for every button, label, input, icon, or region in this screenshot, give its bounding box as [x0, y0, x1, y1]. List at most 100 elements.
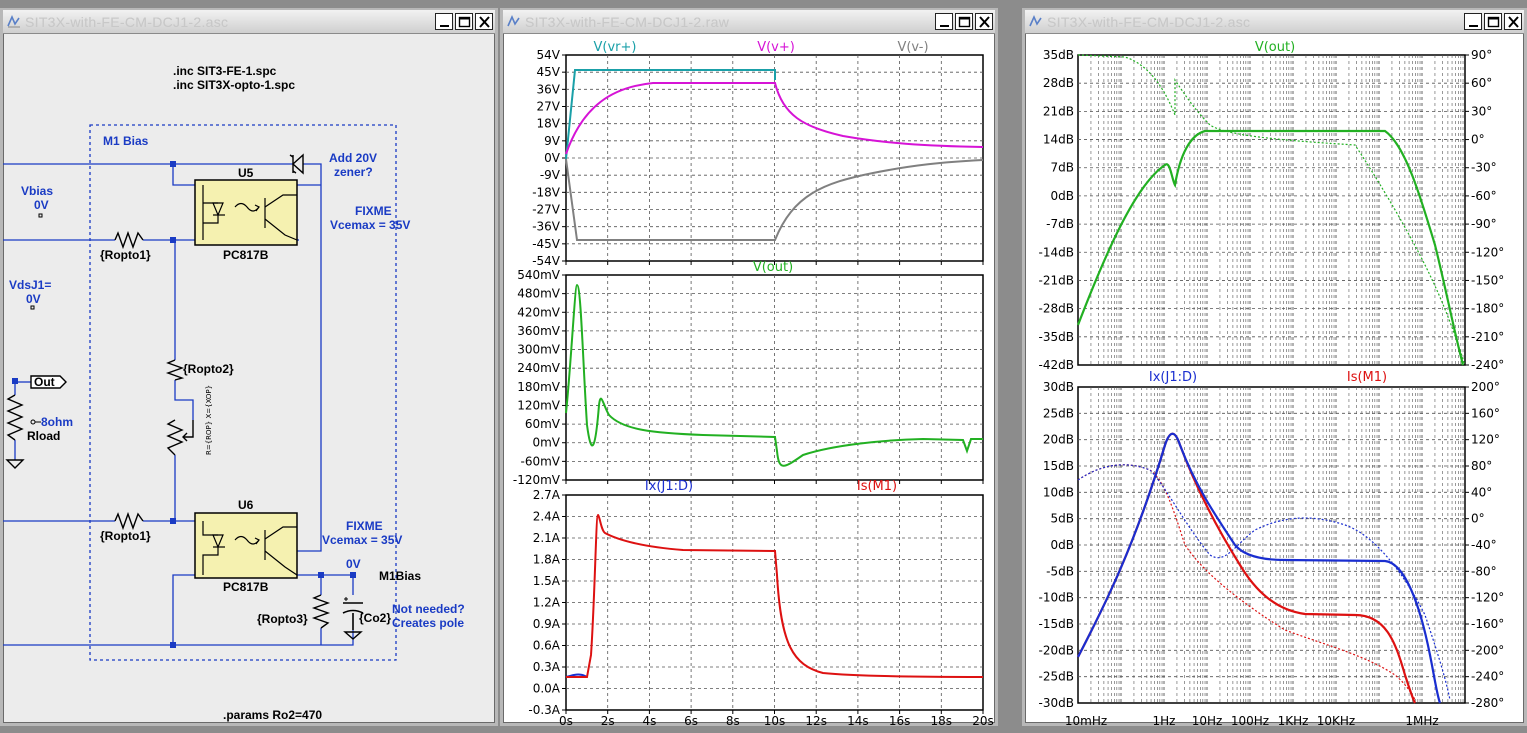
opto-u6[interactable] [194, 512, 298, 579]
zener-diode[interactable] [289, 153, 304, 175]
y-tick-label: -60mV [521, 454, 561, 468]
trace-label-v-plus[interactable]: V(v+) [757, 40, 795, 55]
ropto1-bottom-resistor[interactable] [114, 511, 144, 531]
ac-y-tick-left: 28dB [1043, 76, 1074, 90]
ac-y-tick-left: -7dB [1046, 217, 1074, 231]
ac-y-tick-left: -35dB [1039, 330, 1074, 344]
y-tick-label: 18V [537, 117, 561, 131]
trace-label-ac-vout[interactable]: V(out) [1255, 40, 1295, 55]
maximize-button[interactable] [955, 13, 973, 30]
y-tick-label: 60mV [525, 417, 561, 431]
schematic-canvas[interactable]: .inc SIT3-FE-1.spc .inc SIT3X-opto-1.spc… [3, 35, 495, 723]
minimize-button[interactable] [1464, 13, 1482, 30]
ac-y-tick-right: -280° [1471, 696, 1504, 710]
schematic-titlebar[interactable]: SIT3X-with-FE-CM-DCJ1-2.asc [3, 10, 495, 34]
ac-y-tick-left: 5dB [1051, 512, 1074, 526]
ac-y-tick-right: 0° [1471, 133, 1485, 147]
ac-y-tick-left: 35dB [1043, 48, 1074, 62]
trace-label-ix-j1d[interactable]: Ix(J1:D) [645, 479, 693, 494]
rload-label: Rload [27, 429, 60, 443]
ac-y-tick-left: -5dB [1046, 564, 1074, 578]
schematic-app-icon [7, 15, 20, 28]
ac-titlebar[interactable]: SIT3X-with-FE-CM-DCJ1-2.asc [1025, 10, 1524, 34]
trace-label-vout[interactable]: V(out) [753, 260, 793, 275]
x-tick-label: 2s [601, 714, 615, 725]
close-button[interactable] [1504, 13, 1522, 30]
ac-vout-phase [1077, 54, 1466, 366]
ac-plot[interactable]: 35dB 28dB 21dB 14dB 7dB 0dB -7dB -14dB -21dB -28d… [1025, 35, 1524, 728]
ac-y-tick-left: -25dB [1039, 670, 1074, 684]
close-button[interactable] [975, 13, 993, 30]
m1bias-node: M1Bias [379, 569, 421, 583]
trace-label-v-minus[interactable]: V(v-) [897, 40, 928, 55]
ac-y-tick-right: 30° [1471, 104, 1492, 118]
trace-label-vr-plus[interactable]: V(vr+) [594, 40, 637, 55]
ac-y-tick-left: 7dB [1051, 161, 1074, 175]
co2-label: {Co2} [359, 611, 391, 625]
ac-y-tick-left: 0dB [1051, 538, 1074, 552]
transient-plot-area[interactable]: 54V 45V 36V 27V 18V 9V 0V -9V -18V -27V -36V -45V -5… [503, 35, 995, 728]
ac-ix-mag [1077, 432, 1442, 704]
rload-value: 8ohm [41, 415, 73, 429]
schematic-drawing[interactable]: .inc SIT3-FE-1.spc .inc SIT3X-opto-1.spc… [3, 35, 495, 725]
ac-y-tick-right: 40° [1471, 485, 1492, 499]
ac-y-tick-right: 80° [1471, 459, 1492, 473]
out-port[interactable] [30, 375, 67, 389]
ac-plot-area[interactable]: 35dB 28dB 21dB 14dB 7dB 0dB -7dB -14dB -21dB -28d… [1025, 35, 1524, 728]
ac-y-tick-left: 0dB [1051, 189, 1074, 203]
rload-resistor[interactable] [6, 394, 24, 441]
trace-label-ac-ix-j1d[interactable]: Ix(J1:D) [1149, 370, 1197, 385]
ac-plot-pane-1[interactable] [1077, 54, 1466, 366]
schematic-window[interactable]: SIT3X-with-FE-CM-DCJ1-2.asc [0, 8, 498, 726]
pot-value: R={ROP} X={XOP} [205, 385, 213, 455]
y-tick-label: 0mV [532, 436, 560, 450]
y-tick-label: 120mV [517, 398, 561, 412]
trace-is-m1 [566, 513, 984, 678]
opto-u5[interactable] [194, 179, 298, 246]
transient-titlebar[interactable]: SIT3X-with-FE-CM-DCJ1-2.raw [503, 10, 995, 34]
ac-y-tick-right: -210° [1471, 330, 1504, 344]
y-tick-label: -0.3A [528, 703, 560, 717]
vbias-value: 0V [34, 198, 49, 212]
x-tick-label: 16s [889, 714, 911, 725]
ac-y-tick-right: -240° [1471, 670, 1504, 684]
ac-y-tick-right: -40° [1471, 538, 1497, 552]
ac-window[interactable]: SIT3X-with-FE-CM-DCJ1-2.asc 35dB 28dB 21dB… [1022, 8, 1527, 728]
ac-x-tick-label: 10KHz [1317, 714, 1355, 725]
ac-y-tick-right: 0° [1471, 512, 1485, 526]
trace-label-is-m1[interactable]: Is(M1) [857, 479, 897, 494]
transient-window[interactable]: SIT3X-with-FE-CM-DCJ1-2.raw 54V 45V 36V 27V… [500, 8, 998, 728]
directive-params: .params Ro2=470 [223, 708, 322, 722]
co2-capacitor[interactable] [342, 597, 364, 630]
plot-pane-3[interactable] [565, 494, 984, 711]
minimize-button[interactable] [435, 13, 453, 30]
ac-y-tick-right: -120° [1471, 591, 1504, 605]
y-tick-label: 180mV [517, 380, 561, 394]
ac-y-tick-right: -200° [1471, 643, 1504, 657]
y-tick-label: -36V [532, 220, 561, 234]
waveform-app-icon [1029, 15, 1042, 27]
ropto2-resistor[interactable] [165, 359, 185, 381]
y-tick-label: 0.0A [533, 682, 561, 696]
maximize-button[interactable] [1484, 13, 1502, 30]
fixme-1: FIXME [355, 204, 392, 218]
y-tick-label: 1.8A [533, 553, 561, 567]
trace-vout [565, 283, 983, 467]
y-tick-label: 300mV [517, 343, 561, 357]
x-tick-label: 12s [805, 714, 827, 725]
close-button[interactable] [475, 13, 493, 30]
ac-y-tick-right: 60° [1471, 76, 1492, 90]
ac-y-tick-left: -20dB [1039, 643, 1074, 657]
y-tick-label: 1.2A [533, 596, 561, 610]
transient-plot[interactable]: 54V 45V 36V 27V 18V 9V 0V -9V -18V -27V -36V -45V -5… [503, 35, 995, 728]
maximize-icon [958, 16, 971, 28]
ropto3-resistor[interactable] [311, 594, 331, 629]
minimize-button[interactable] [935, 13, 953, 30]
maximize-button[interactable] [455, 13, 473, 30]
ac-vout-mag [1076, 129, 1465, 366]
potentiometer[interactable] [166, 419, 194, 456]
vbias-label: Vbias [21, 184, 53, 198]
ropto1-top-resistor[interactable] [114, 230, 144, 250]
y-tick-label: 0.9A [533, 617, 561, 631]
trace-label-ac-is-m1[interactable]: Is(M1) [1347, 370, 1387, 385]
